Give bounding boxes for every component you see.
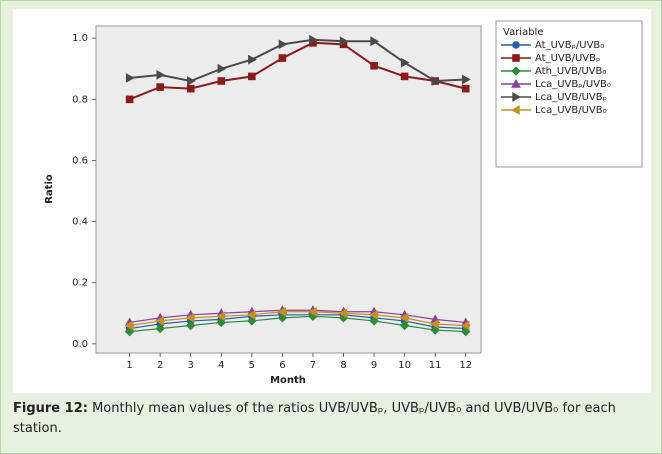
y-tick-label: 0.0: [72, 339, 88, 350]
series-line: [129, 41, 466, 101]
data-point: [431, 76, 441, 86]
data-point: [399, 320, 410, 331]
data-point: [461, 326, 471, 337]
x-tick-label: 12: [459, 360, 472, 371]
data-point: [369, 316, 379, 326]
x-tick-label: 6: [279, 360, 285, 371]
data-point: [278, 39, 288, 50]
data-point: [370, 36, 380, 47]
data-point: [460, 320, 470, 331]
x-tick-label: 8: [340, 360, 346, 371]
legend-marker: [511, 66, 521, 76]
y-tick-label: 0.4: [72, 217, 88, 228]
data-point: [217, 63, 227, 74]
data-point: [216, 317, 226, 328]
data-point: [216, 311, 225, 322]
data-point: [399, 313, 409, 323]
data-point: [248, 72, 256, 81]
data-point: [369, 309, 378, 320]
y-tick-label: 1.0: [72, 33, 88, 44]
data-point: [186, 84, 195, 93]
legend-label: Lca_UVB/UVBₚ: [535, 92, 607, 103]
data-point: [370, 61, 378, 70]
data-point: [124, 320, 134, 331]
data-point: [155, 316, 164, 326]
caption: Figure 12: Monthly mean values of the ra…: [13, 399, 649, 439]
series-line: [129, 311, 466, 327]
series-line: [129, 314, 466, 330]
data-point: [430, 325, 440, 335]
legend-label: At_UVBₚ/UVB₀: [535, 40, 604, 51]
x-tick-label: 3: [188, 360, 194, 371]
legend-marker: [512, 54, 520, 62]
data-point: [309, 34, 318, 45]
data-point: [339, 36, 349, 47]
data-point: [400, 72, 409, 81]
data-point: [307, 306, 317, 317]
data-point: [217, 77, 226, 85]
x-axis-label: Month: [270, 375, 306, 386]
y-axis-label: Ratio: [44, 174, 55, 204]
legend-marker: [510, 105, 520, 115]
data-point: [187, 76, 196, 86]
data-point: [338, 308, 348, 319]
data-point: [185, 313, 195, 323]
legend-label: At_UVB/UVBₚ: [535, 53, 600, 64]
legend-label: Lca_UVB/UVB₀: [535, 105, 607, 116]
data-point: [156, 83, 164, 91]
legend-marker: [512, 92, 522, 102]
legend-marker: [511, 78, 521, 88]
data-point: [125, 73, 135, 83]
caption-label: Figure 12:: [13, 401, 88, 416]
data-point: [461, 84, 470, 93]
data-point: [278, 54, 287, 62]
data-point: [124, 326, 135, 337]
x-tick-label: 2: [157, 360, 163, 371]
caption-text: Monthly mean values of the ratios UVB/UV…: [13, 401, 616, 436]
chart: Variable Month Ratio 0.0 0.2 0.4 0.6 0.8 1.0 1…: [13, 9, 651, 393]
data-point: [186, 320, 196, 331]
y-tick-label: 0.2: [72, 278, 88, 289]
series-line: [129, 309, 466, 324]
x-tick-label: 9: [371, 360, 377, 371]
legend-box: [495, 20, 643, 168]
data-point: [156, 70, 166, 80]
data-point: [277, 313, 288, 323]
data-point: [155, 323, 165, 334]
data-point: [400, 57, 410, 68]
legend-label: Lca_UVBₚ/UVB₀: [535, 79, 611, 90]
x-tick-label: 1: [126, 360, 132, 371]
x-tick-label: 5: [249, 360, 255, 371]
data-point: [462, 74, 471, 85]
data-point: [277, 306, 287, 317]
y-tick-label: 0.6: [72, 155, 88, 166]
series-line: [129, 38, 466, 83]
data-point: [247, 316, 257, 326]
data-point: [430, 319, 439, 329]
legend-label: Ath_UVB/UVB₀: [535, 66, 606, 77]
data-point: [246, 309, 256, 320]
y-tick-label: 0.8: [72, 94, 88, 105]
data-point: [125, 95, 134, 104]
plot-area: [95, 25, 482, 354]
x-tick-label: 4: [218, 360, 224, 371]
series-line: [129, 315, 466, 333]
legend-title: Variable: [503, 27, 544, 38]
x-tick-label: 10: [398, 360, 411, 371]
x-tick-label: 7: [310, 360, 316, 371]
data-point: [248, 54, 257, 65]
x-tick-label: 11: [429, 360, 442, 371]
legend-marker: [512, 41, 520, 49]
